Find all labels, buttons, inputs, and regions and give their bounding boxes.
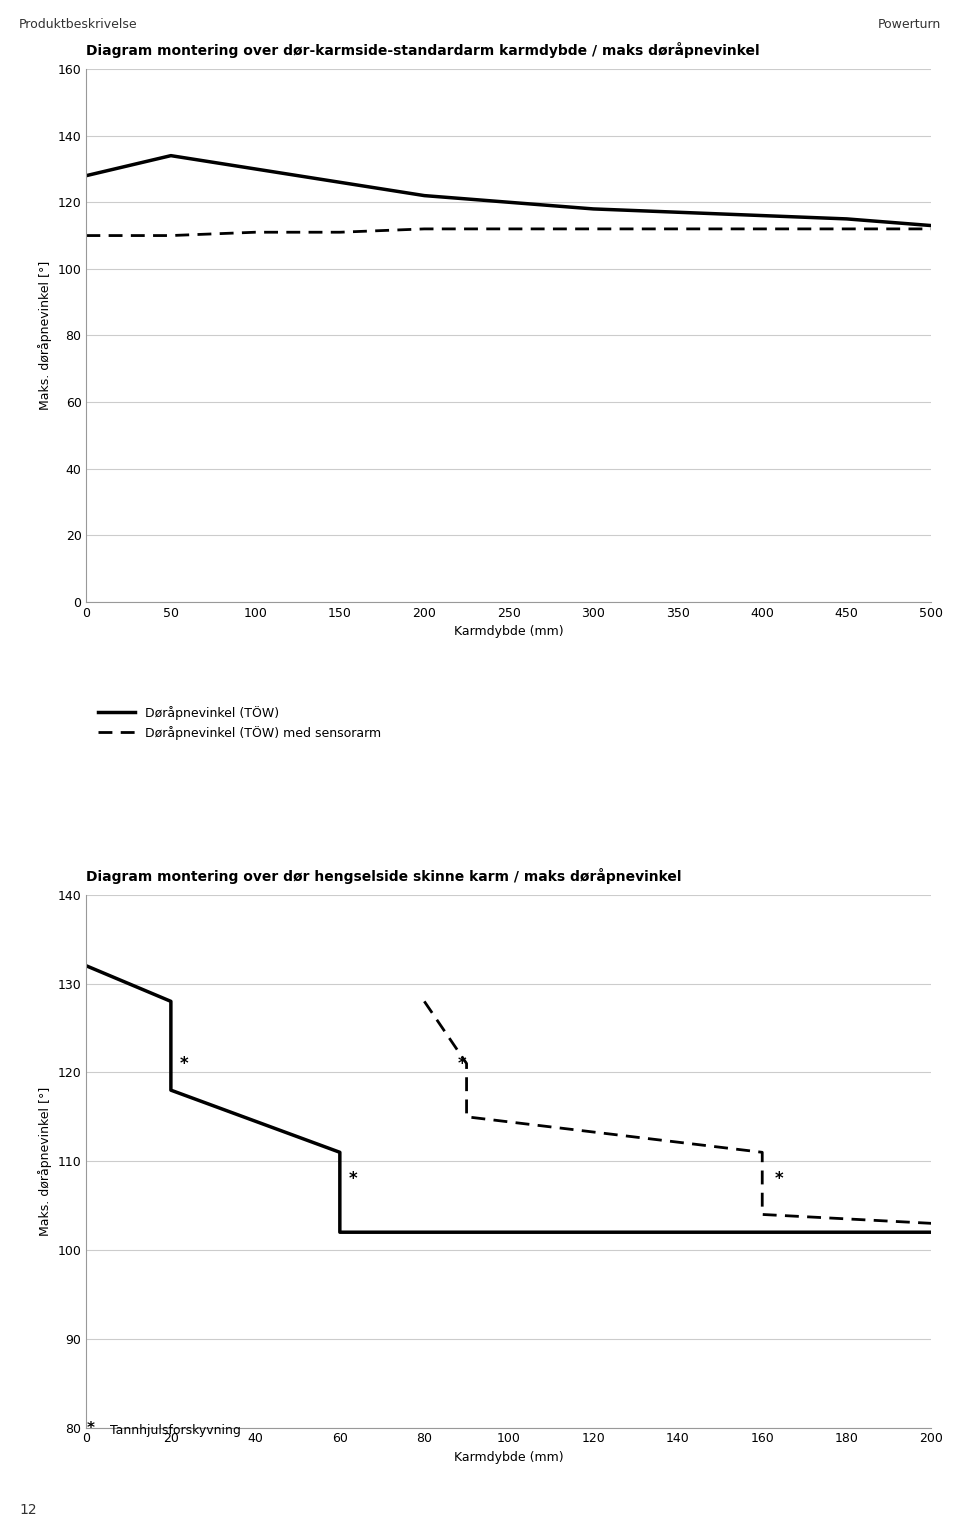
Text: Produktbeskrivelse: Produktbeskrivelse (19, 18, 138, 31)
X-axis label: Karmdybde (mm): Karmdybde (mm) (454, 1451, 564, 1464)
Text: GEZE: GEZE (837, 1497, 881, 1512)
Text: 12: 12 (19, 1503, 36, 1517)
Text: *: * (180, 1055, 188, 1073)
Y-axis label: Maks. døråpnevinkel [°]: Maks. døråpnevinkel [°] (38, 1087, 52, 1236)
Text: *: * (348, 1170, 357, 1188)
Text: *: * (775, 1170, 783, 1188)
Text: *: * (86, 1421, 94, 1437)
Text: Powerturn: Powerturn (877, 18, 941, 31)
Y-axis label: Maks. døråpnevinkel [°]: Maks. døråpnevinkel [°] (38, 261, 52, 410)
Text: Tannhjulsforskyvning: Tannhjulsforskyvning (110, 1424, 241, 1437)
Text: *: * (458, 1055, 467, 1073)
Text: Diagram montering over dør hengselside skinne karm / maks døråpnevinkel: Diagram montering over dør hengselside s… (86, 867, 682, 884)
Text: Diagram montering over dør-karmside-standardarm karmdybde / maks døråpnevinkel: Diagram montering over dør-karmside-stan… (86, 41, 760, 58)
X-axis label: Karmdybde (mm): Karmdybde (mm) (454, 625, 564, 639)
Legend: Døråpnevinkel (TÖW), Døråpnevinkel (TÖW) med sensorarm: Døråpnevinkel (TÖW), Døråpnevinkel (TÖW)… (93, 700, 386, 744)
